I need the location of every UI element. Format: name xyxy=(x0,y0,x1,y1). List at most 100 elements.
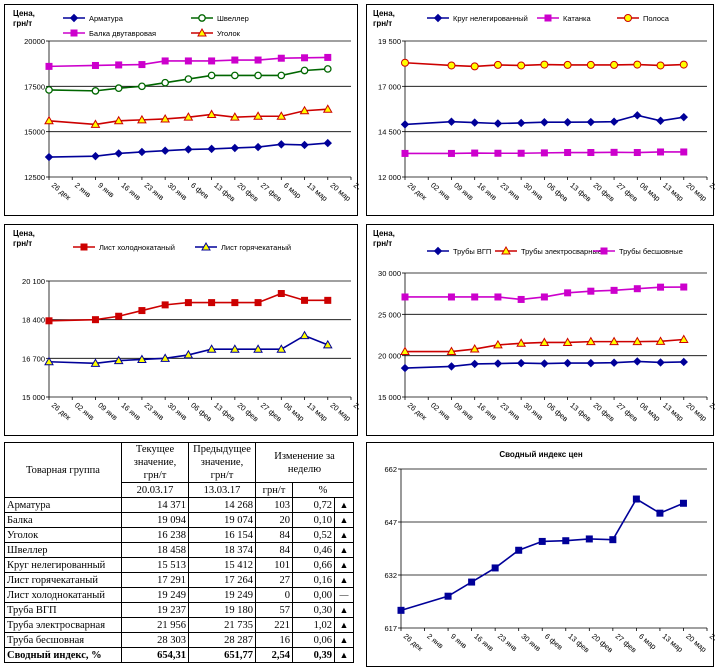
header-current-date: 20.03.17 xyxy=(121,482,189,498)
data-point xyxy=(562,337,573,346)
x-tick-label: 16 янв xyxy=(119,181,142,202)
x-tick-label: 30 янв xyxy=(519,632,542,653)
data-point xyxy=(184,299,192,307)
data-point xyxy=(206,109,217,118)
y-tick-label: 15000 xyxy=(24,128,45,137)
cell-group: Труба бесшовная xyxy=(4,632,122,648)
cell-previous: 21 735 xyxy=(188,617,256,633)
x-tick-label: 27 фев xyxy=(259,401,284,424)
legend-label: Трубы ВГП xyxy=(453,247,491,256)
data-point xyxy=(208,57,216,65)
cell-group: Швеллер xyxy=(4,542,122,558)
cell-current: 28 303 xyxy=(121,632,189,648)
series-line xyxy=(48,68,328,92)
chart-svg: Цена, грн/т 15 000 16 700 18 400 20 100 26 дек… xyxy=(13,229,359,424)
x-tick-label: 20 мар xyxy=(684,181,708,203)
data-point xyxy=(585,336,596,346)
series-line xyxy=(48,334,329,365)
cell-previous: 17 264 xyxy=(188,572,256,588)
header-current: Текущее значение, грн/т xyxy=(121,442,189,483)
cell-current: 14 371 xyxy=(121,497,189,513)
data-point xyxy=(90,358,101,367)
x-tick-label: 06 фев xyxy=(545,401,570,424)
no-change-icon: — xyxy=(334,587,354,603)
data-point xyxy=(494,293,502,301)
y-tick-label: 14 500 xyxy=(378,128,401,137)
data-point xyxy=(585,535,593,543)
data-point xyxy=(515,546,523,554)
data-point xyxy=(447,293,455,301)
x-tick-label: 13 мар xyxy=(661,181,685,203)
legend-label: Трубы бесшовные xyxy=(619,247,683,256)
legend-label: Балка двутавровая xyxy=(89,29,156,38)
data-point xyxy=(161,57,169,65)
y-tick-label: 647 xyxy=(384,518,397,527)
x-tick-label: 26 дек xyxy=(406,181,429,203)
cell-group: Труба ВГП xyxy=(4,602,122,618)
data-point xyxy=(632,336,643,346)
up-arrow-icon: ▲ xyxy=(334,647,354,663)
data-point xyxy=(678,334,689,343)
x-tick-label: 02 янв xyxy=(429,181,452,202)
legend-item: Трубы электросварные xyxy=(495,245,602,256)
legend-item: Трубы ВГП xyxy=(427,246,491,256)
data-point xyxy=(113,355,124,365)
data-point xyxy=(501,245,511,255)
header-previous-date: 13.03.17 xyxy=(188,482,256,498)
x-tick-label: 23 янв xyxy=(499,401,522,422)
data-point xyxy=(544,14,552,22)
x-tick-label: 2 янв xyxy=(425,632,445,651)
cell-change-pct: 1,02 xyxy=(292,617,335,633)
data-point xyxy=(562,537,570,545)
x-tick-label: 09 янв xyxy=(96,401,119,422)
data-point xyxy=(44,115,54,125)
data-point xyxy=(253,344,263,353)
chart-panel-1: Цена, грн/т 12500 15000 17500 20000 26 дек 2 ян… xyxy=(4,4,359,216)
data-point xyxy=(679,357,688,367)
table-row: Балка 19 094 19 074 20 0,10 ▲ xyxy=(4,512,354,528)
data-point xyxy=(44,356,54,366)
data-point xyxy=(540,60,549,69)
x-tick-label: 13 фев xyxy=(212,181,237,204)
data-point xyxy=(656,61,665,70)
cell-change-pct: 0,52 xyxy=(292,527,335,543)
data-point xyxy=(206,344,217,353)
data-point xyxy=(624,14,632,22)
data-point xyxy=(609,358,619,367)
data-point xyxy=(610,286,618,294)
cell-group: Лист холоднокатаный xyxy=(4,587,122,603)
data-point xyxy=(494,149,502,157)
data-point xyxy=(680,283,688,291)
cell-group: Лист горячекатаный xyxy=(4,572,122,588)
x-tick-label: 06 фев xyxy=(189,401,214,424)
x-tick-label: 06 мар xyxy=(638,401,662,423)
data-point xyxy=(160,113,171,123)
data-point xyxy=(70,29,78,37)
data-point xyxy=(470,359,479,369)
cell-change-pct: 0,66 xyxy=(292,557,335,573)
series-line xyxy=(405,151,684,155)
legend-item: Круг нелегированный xyxy=(427,13,528,23)
cell-change-abs: 101 xyxy=(255,557,293,573)
data-point xyxy=(540,149,548,157)
data-point xyxy=(184,145,193,154)
series-1 xyxy=(44,138,332,162)
cell-previous: 19 249 xyxy=(188,587,256,603)
cell-change-abs: 0 xyxy=(255,587,293,603)
x-tick-label: 02 янв xyxy=(429,401,452,422)
data-point xyxy=(80,243,88,251)
series-3 xyxy=(401,283,688,303)
x-tick-label: 13 мар xyxy=(661,632,685,654)
chart-panel-4: Цена, грн/т 15 000 20 000 25 000 30 000 26 дек… xyxy=(366,224,715,436)
data-point xyxy=(470,118,479,127)
x-tick-label: 9 янв xyxy=(96,181,116,200)
data-point xyxy=(197,27,207,37)
x-tick-label: 27 фев xyxy=(259,181,284,204)
legend-item: Лист холоднокатаный xyxy=(73,243,175,252)
data-point xyxy=(299,105,310,115)
cell-change-abs: 57 xyxy=(255,602,293,618)
data-point xyxy=(207,71,216,80)
cell-current: 16 238 xyxy=(121,527,189,543)
x-tick-label: 20 фев xyxy=(236,181,261,204)
x-tick-label: 6 мар xyxy=(282,181,303,201)
